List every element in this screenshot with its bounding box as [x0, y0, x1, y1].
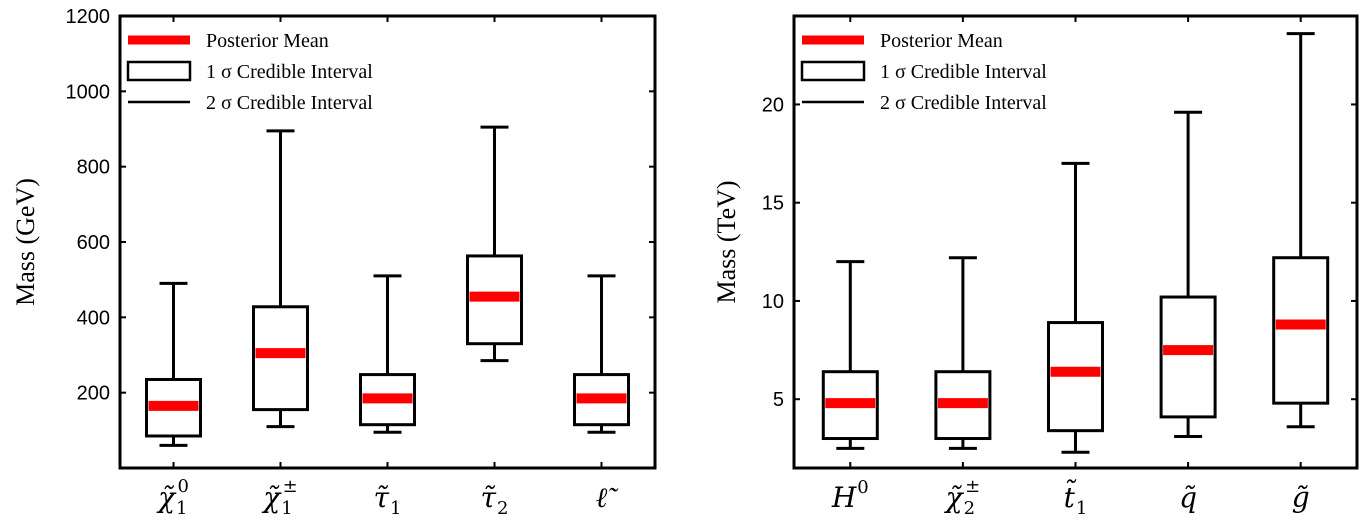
legend-two-sigma-label: 2 σ Credible Interval: [206, 92, 373, 114]
box-5: [573, 274, 630, 434]
y-tick-label: 5: [773, 389, 784, 411]
y-axis-label: Mass (GeV): [11, 178, 40, 306]
category-label: q̃: [1179, 481, 1197, 514]
box-3: [1047, 161, 1104, 454]
box-2: [934, 256, 992, 450]
y-tick-label: 400: [77, 307, 110, 329]
legend-one-sigma-label: 1 σ Credible Interval: [206, 61, 373, 83]
legend-one-sigma-label: 1 σ Credible Interval: [880, 61, 1047, 83]
category-label: g̃: [1292, 481, 1310, 514]
category-label: t̃1: [1064, 479, 1088, 519]
y-tick-label: 600: [77, 232, 110, 254]
legend: Posterior Mean 1 σ Credible Interval 2 σ C…: [126, 30, 373, 114]
legend-one-sigma-swatch: [126, 60, 192, 82]
y-tick-label: 200: [77, 383, 110, 405]
box-5: [1272, 32, 1330, 429]
legend-mean-label: Posterior Mean: [206, 30, 329, 52]
box-1: [145, 281, 202, 447]
category-label: τ̃1: [374, 481, 402, 519]
y-tick-label: 1200: [66, 6, 111, 28]
y-axis-label: Mass (TeV): [712, 180, 741, 303]
chart-1: 200 400 600 800 1000 1200 Mass (GeV) χ̃10 χ̃1± τ̃…: [11, 6, 657, 519]
box-4: [466, 125, 523, 363]
y-tick-label: 15: [762, 193, 784, 215]
one-sigma-box: [252, 305, 309, 412]
box-4: [1159, 110, 1217, 439]
y-tick-label: 10: [762, 291, 784, 313]
legend-two-sigma-label: 2 σ Credible Interval: [880, 92, 1047, 114]
legend-mean-label: Posterior Mean: [880, 30, 1003, 52]
category-label: χ̃10: [156, 476, 189, 519]
category-label: χ̃2±: [944, 476, 981, 519]
legend: Posterior Mean 1 σ Credible Interval 2 σ C…: [800, 30, 1047, 114]
box-1: [821, 260, 879, 450]
category-label: τ̃2: [481, 481, 509, 519]
category-label: χ̃1±: [261, 476, 298, 519]
y-tick-label: 1000: [66, 81, 111, 103]
y-tick-label: 20: [762, 94, 784, 116]
category-label: H0: [831, 477, 869, 514]
one-sigma-box: [1159, 295, 1217, 419]
box-2: [252, 129, 309, 429]
category-label: ℓ̃: [596, 481, 620, 514]
chart-2: 5 10 15 20 Mass (TeV) H0 χ̃2± t̃1 q̃ g̃ Posterior …: [712, 14, 1359, 519]
legend-one-sigma-swatch: [800, 60, 866, 82]
box-3: [359, 274, 416, 434]
y-tick-label: 800: [77, 157, 110, 179]
one-sigma-box: [1272, 256, 1330, 405]
